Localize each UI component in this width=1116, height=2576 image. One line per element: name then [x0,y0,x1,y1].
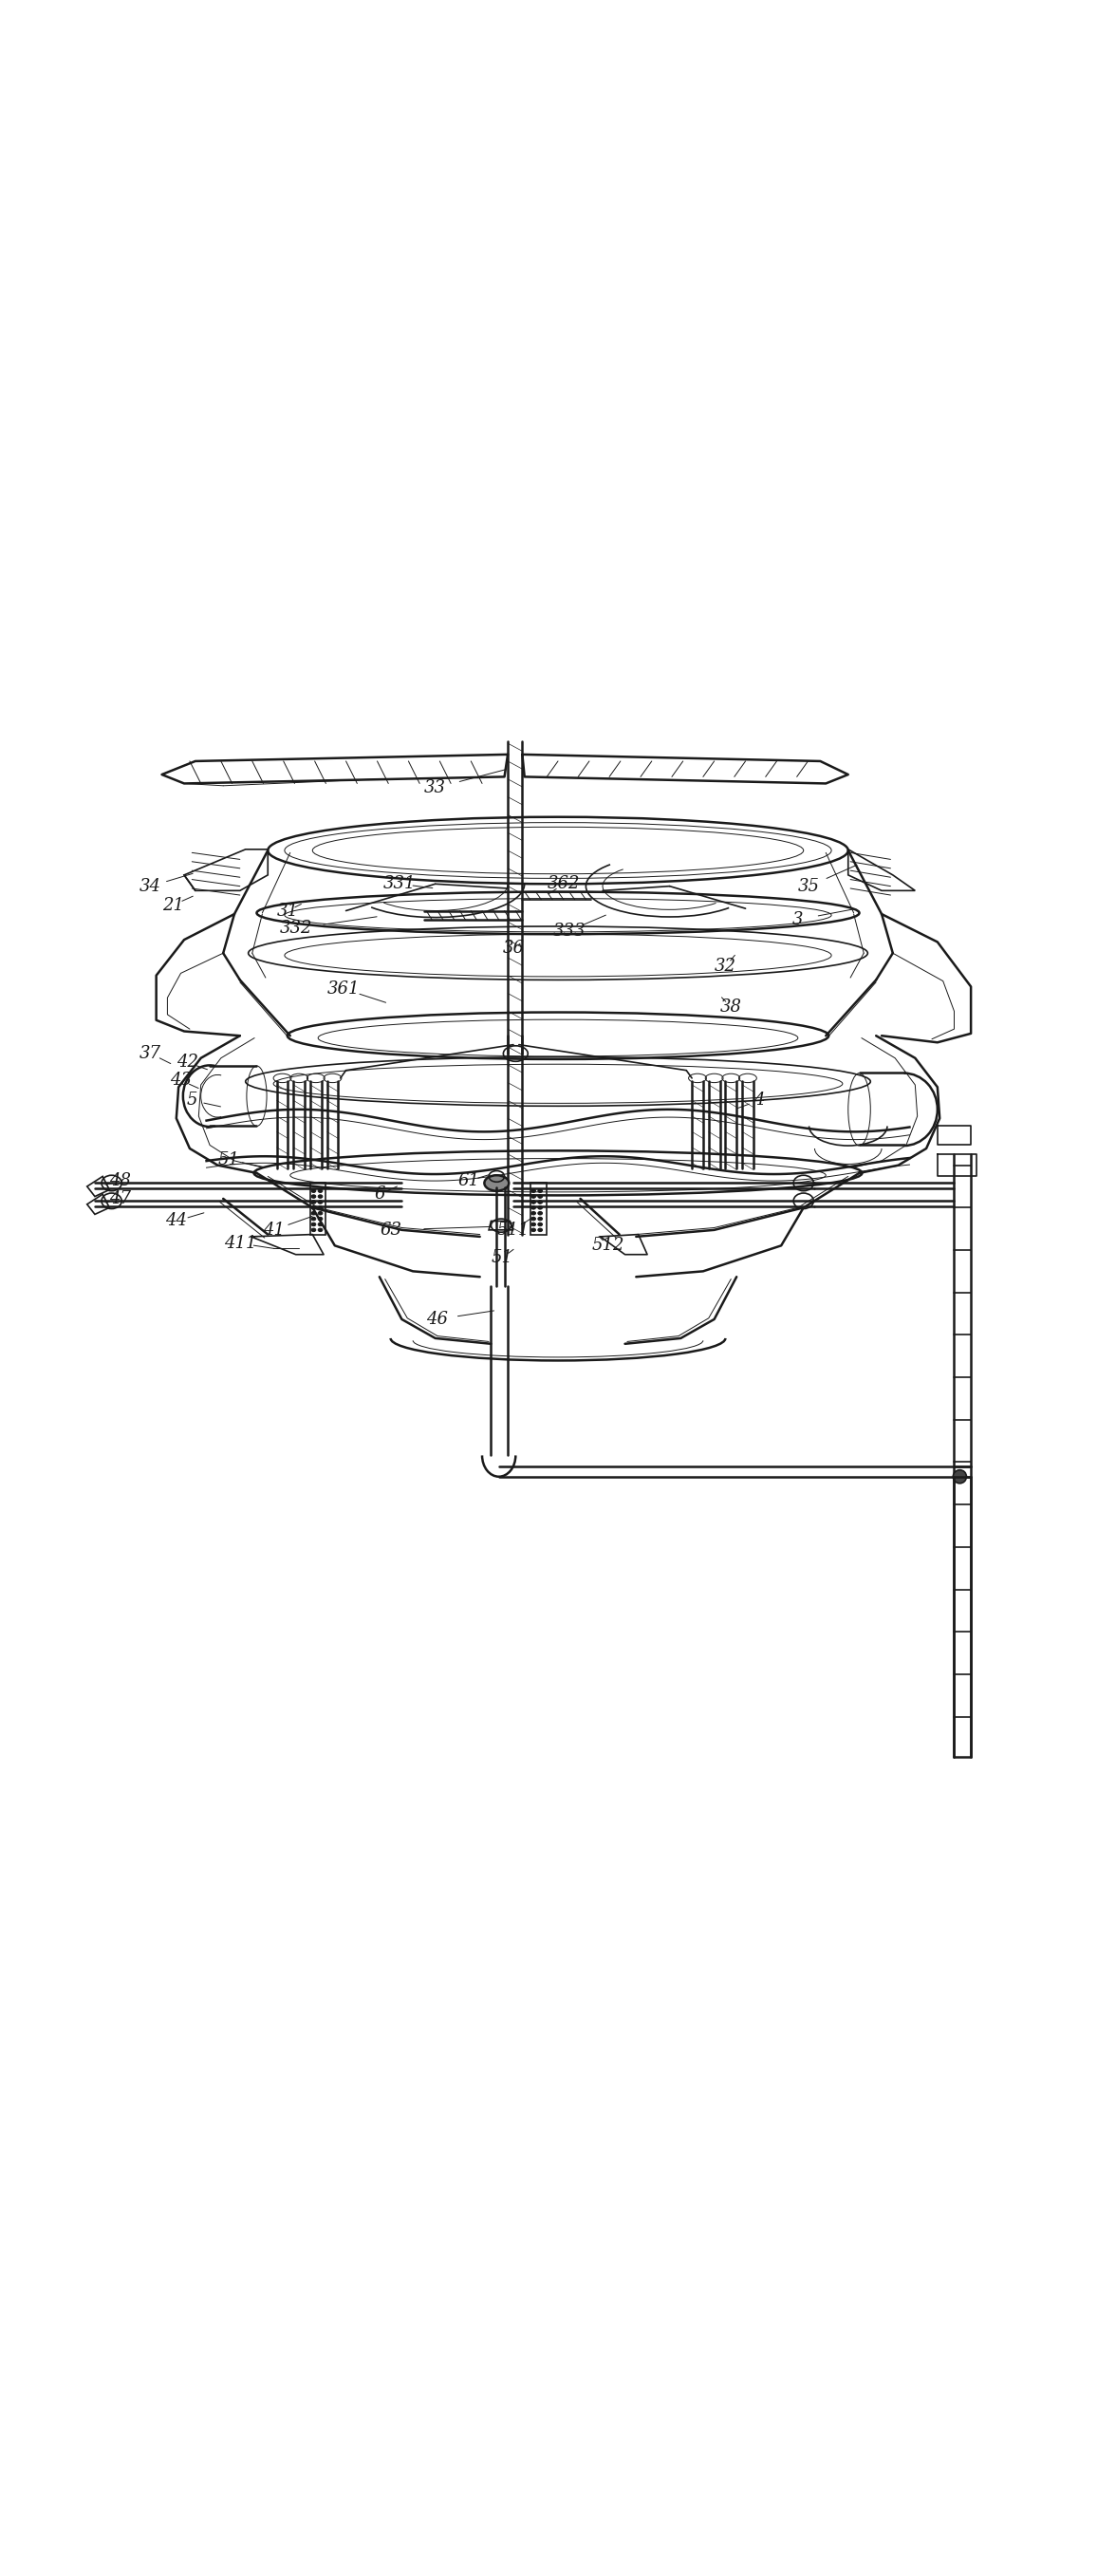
Ellipse shape [311,1224,316,1226]
Ellipse shape [311,1195,316,1198]
Text: 511: 511 [497,1221,530,1239]
Ellipse shape [318,1229,323,1231]
Ellipse shape [531,1224,536,1226]
Text: 37: 37 [140,1046,162,1061]
Text: 44: 44 [165,1213,187,1229]
Ellipse shape [318,1211,323,1216]
Ellipse shape [538,1224,542,1226]
Ellipse shape [531,1195,536,1198]
Text: 46: 46 [426,1311,449,1327]
Ellipse shape [531,1190,536,1193]
Ellipse shape [538,1206,542,1208]
Ellipse shape [538,1195,542,1198]
Ellipse shape [318,1216,323,1221]
Text: 42: 42 [176,1054,199,1072]
Ellipse shape [318,1200,323,1203]
Text: 32: 32 [714,958,737,976]
Text: 4: 4 [753,1092,764,1110]
Text: 34: 34 [140,878,162,894]
Ellipse shape [538,1211,542,1216]
Ellipse shape [484,1175,509,1190]
Text: 41: 41 [262,1221,285,1239]
Ellipse shape [318,1190,323,1193]
Ellipse shape [311,1216,316,1221]
Text: 21: 21 [162,896,184,914]
Text: 51: 51 [218,1151,240,1167]
Text: 63: 63 [379,1221,402,1239]
Text: 48: 48 [109,1172,132,1190]
Ellipse shape [531,1229,536,1231]
Text: 362: 362 [547,876,580,891]
Ellipse shape [318,1206,323,1208]
Text: 332: 332 [279,920,312,938]
Ellipse shape [531,1216,536,1221]
Ellipse shape [318,1224,323,1226]
Text: 331: 331 [383,876,416,891]
Text: 31: 31 [277,902,299,920]
Ellipse shape [311,1229,316,1231]
Text: 5: 5 [186,1092,198,1110]
Ellipse shape [531,1206,536,1208]
Ellipse shape [538,1190,542,1193]
Ellipse shape [311,1211,316,1216]
Ellipse shape [538,1200,542,1203]
Text: 411: 411 [223,1234,257,1252]
Ellipse shape [318,1195,323,1198]
Text: 61: 61 [458,1172,480,1190]
Ellipse shape [538,1216,542,1221]
Ellipse shape [531,1211,536,1216]
Ellipse shape [311,1206,316,1208]
Text: 361: 361 [327,981,360,997]
Ellipse shape [953,1471,966,1484]
Text: 47: 47 [109,1190,132,1208]
Text: 43: 43 [170,1072,192,1090]
Text: 36: 36 [502,940,525,958]
Text: 35: 35 [798,878,820,894]
Text: 51: 51 [491,1249,513,1267]
Text: 33: 33 [424,781,446,796]
Text: 333: 333 [552,922,586,940]
Text: 38: 38 [720,997,742,1015]
Text: 3: 3 [792,912,804,927]
Ellipse shape [311,1190,316,1193]
Ellipse shape [311,1200,316,1203]
Text: 512: 512 [591,1236,625,1255]
Text: 6: 6 [374,1185,385,1203]
Ellipse shape [531,1200,536,1203]
Ellipse shape [538,1229,542,1231]
